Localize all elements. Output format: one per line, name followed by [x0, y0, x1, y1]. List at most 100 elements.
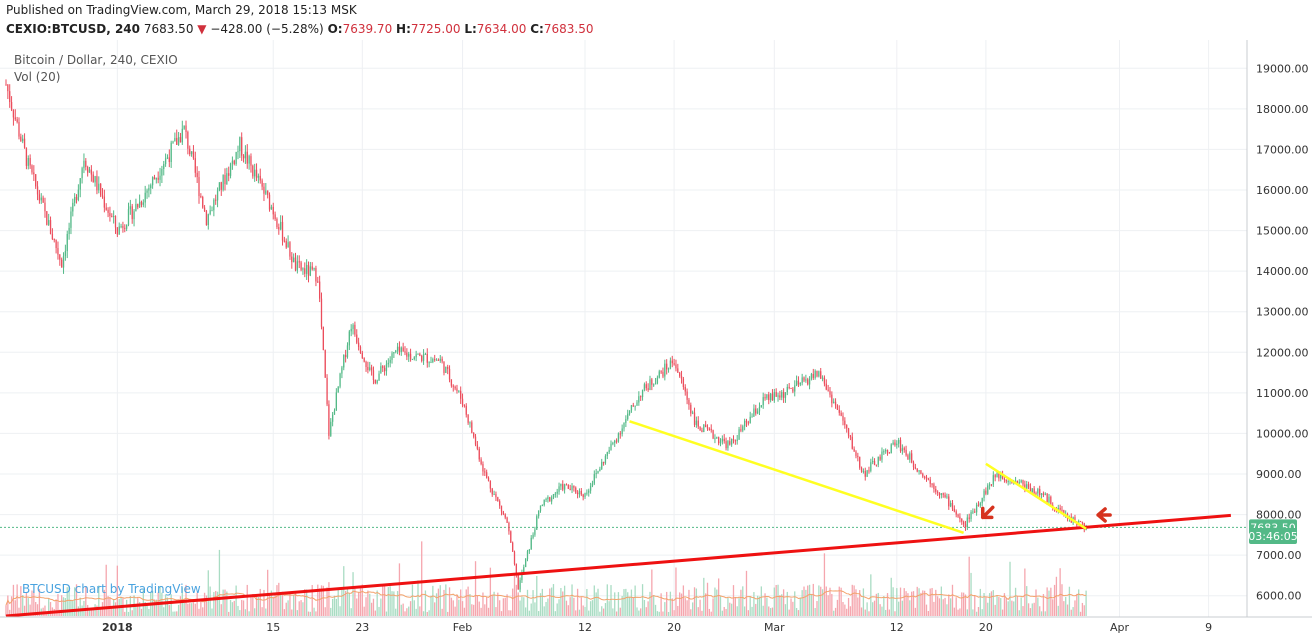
volume-bar [259, 588, 261, 616]
volume-bar [5, 605, 7, 616]
volume-bar [337, 589, 339, 616]
candle-body [1018, 482, 1020, 484]
candle-body [413, 357, 415, 360]
volume-bar [231, 602, 234, 616]
candle-body [307, 264, 310, 276]
volume-bar [1083, 605, 1085, 616]
volume-bar [274, 594, 276, 616]
candle-body [597, 470, 599, 474]
volume-bar [330, 607, 332, 616]
candle-body [762, 397, 764, 406]
candle-body [649, 379, 651, 390]
candle-body [428, 362, 430, 364]
candle-body [166, 157, 169, 159]
volume-bar [278, 582, 280, 616]
volume-bar [526, 589, 529, 616]
volume-bar [1063, 601, 1065, 616]
volume-bar [443, 589, 445, 616]
candle-body [614, 440, 616, 443]
volume-bar [829, 587, 831, 616]
candle-body [218, 182, 221, 191]
volume-bar [586, 588, 588, 616]
candle-body [222, 175, 224, 190]
candle-body [983, 490, 985, 499]
volume-bar [137, 598, 139, 616]
volume-bar [44, 605, 46, 616]
candle-body [441, 358, 443, 362]
candle-body [116, 227, 119, 235]
volume-bar [79, 597, 81, 616]
volume-legend: Vol (20) [14, 70, 60, 84]
candle-body [1046, 493, 1048, 503]
candle-body [402, 347, 404, 352]
candle-body [883, 451, 885, 453]
candle-body [775, 392, 777, 397]
candle-body [936, 491, 939, 493]
candle-body [502, 511, 505, 515]
price-chart[interactable]: 6000.00 7000.00 8000.00 9000.00 10000.00 1100… [0, 40, 1312, 637]
volume-bar [708, 608, 711, 616]
volume-bar [706, 582, 709, 616]
candle-body [270, 206, 273, 210]
volume-bar [376, 590, 378, 616]
volume-bar [172, 611, 174, 616]
price-axis[interactable]: 6000.00 7000.00 8000.00 9000.00 10000.00 1100… [1256, 62, 1309, 602]
volume-bar [916, 586, 918, 616]
volume-bar [363, 606, 365, 616]
candle-body [996, 473, 998, 478]
candle-body [125, 224, 128, 229]
candle-body [974, 511, 976, 513]
candle-body [261, 180, 263, 187]
candle-body [257, 175, 260, 178]
yellow-trendline [629, 420, 965, 535]
candle-body [517, 574, 519, 590]
open-label: O: [327, 22, 343, 36]
volume-bar [615, 611, 618, 616]
volume-bar [729, 602, 731, 616]
candle-body [415, 354, 417, 358]
volume-bar [467, 586, 469, 616]
candle-body [172, 141, 174, 143]
symbol-label[interactable]: CEXIO:BTCUSD, 240 [6, 22, 140, 36]
candle-body [519, 580, 521, 590]
candle-body [808, 378, 811, 385]
volume-bar [953, 607, 955, 616]
volume-bar [257, 596, 260, 616]
volume-bar [1001, 609, 1004, 616]
volume-bar [959, 608, 961, 616]
volume-bar [261, 607, 263, 616]
volume-bar [222, 589, 224, 616]
chart-title: Bitcoin / Dollar, 240, CEXIO [14, 53, 178, 67]
symbol-info-bar: CEXIO:BTCUSD, 240 7683.50 ▼ −428.00 (−5.… [6, 22, 593, 36]
candle-body [497, 497, 499, 502]
volume-bar [524, 607, 527, 616]
candle-body [721, 438, 724, 442]
candle-body [588, 490, 590, 493]
volume-bar [66, 587, 68, 616]
candle-body [447, 366, 449, 369]
volume-bar [667, 611, 670, 616]
volume-bar [513, 572, 516, 616]
close-value: 7683.50 [543, 22, 594, 36]
time-axis[interactable]: 2018 15 23 Feb 12 20 Mar 12 20 Apr 9 [102, 621, 1212, 634]
candle-body [127, 209, 130, 225]
volume-bar [575, 610, 577, 616]
volume-bar [549, 588, 551, 616]
candle-body [1033, 488, 1035, 494]
candle-body [293, 257, 295, 263]
price-change: −428.00 (−5.28%) [210, 22, 324, 36]
candle-body [562, 483, 564, 490]
trendlines[interactable] [5, 420, 1231, 618]
candle-body [404, 351, 406, 353]
candle-body [374, 379, 376, 384]
volume-bar [265, 608, 267, 616]
candle-body [669, 360, 672, 369]
candle-body [233, 160, 235, 164]
volume-bar [730, 603, 733, 616]
candle-body [628, 410, 631, 414]
candle-body [730, 439, 733, 445]
candle-body [70, 211, 72, 228]
down-triangle-icon: ▼ [197, 22, 207, 36]
candle-body [946, 496, 948, 498]
candle-body [708, 428, 711, 430]
